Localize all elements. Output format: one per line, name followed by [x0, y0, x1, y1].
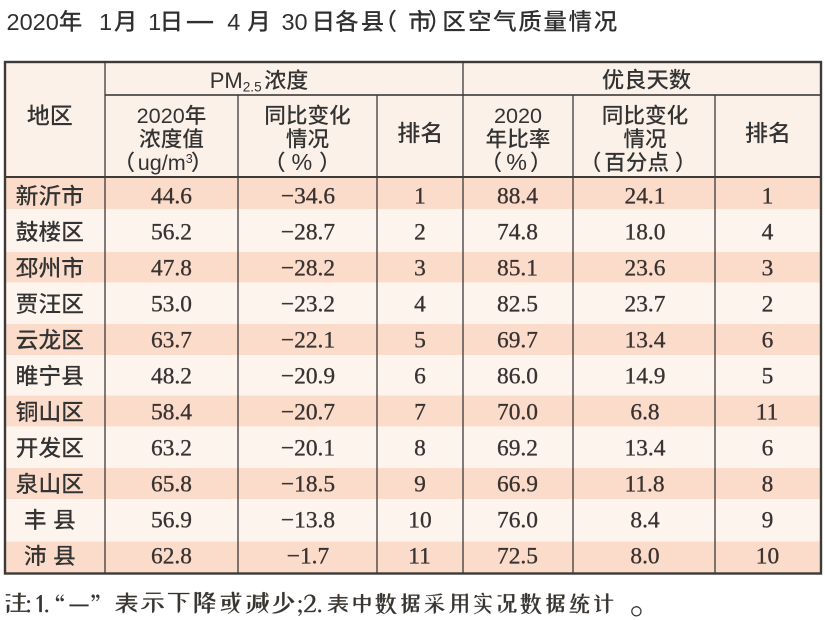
- svg-text:7: 7: [414, 399, 426, 425]
- svg-text:86.0: 86.0: [497, 363, 538, 389]
- svg-text:10: 10: [408, 507, 431, 533]
- svg-text:−18.5: −18.5: [281, 471, 335, 497]
- svg-text:63.7: 63.7: [151, 327, 192, 353]
- svg-text:2020: 2020: [137, 103, 185, 128]
- svg-text:−34.6: −34.6: [281, 183, 335, 209]
- svg-text:13.4: 13.4: [625, 435, 666, 461]
- svg-text:72.5: 72.5: [497, 543, 538, 569]
- svg-text:24.1: 24.1: [625, 183, 666, 209]
- svg-text:63.2: 63.2: [151, 435, 192, 461]
- svg-text:3: 3: [414, 255, 426, 281]
- svg-text:4: 4: [227, 9, 240, 35]
- svg-text:69.2: 69.2: [497, 435, 538, 461]
- svg-text:ug/m: ug/m: [138, 150, 186, 175]
- svg-text:−20.1: −20.1: [281, 435, 335, 461]
- svg-text:%: %: [291, 149, 312, 175]
- svg-text:76.0: 76.0: [497, 507, 538, 533]
- svg-text:14.9: 14.9: [625, 363, 666, 389]
- svg-text:3: 3: [762, 255, 774, 281]
- svg-text:9: 9: [414, 471, 426, 497]
- svg-text:62.8: 62.8: [151, 543, 192, 569]
- svg-text:−20.7: −20.7: [281, 399, 335, 425]
- svg-text:47.8: 47.8: [151, 255, 192, 281]
- svg-text:23.7: 23.7: [625, 291, 666, 317]
- svg-text:%: %: [506, 149, 527, 175]
- svg-text:82.5: 82.5: [497, 291, 538, 317]
- svg-text:8: 8: [762, 471, 774, 497]
- svg-text:56.2: 56.2: [151, 219, 192, 245]
- svg-text:−1.7: −1.7: [287, 543, 330, 569]
- svg-text:8.0: 8.0: [630, 543, 659, 569]
- svg-text:5: 5: [414, 327, 426, 353]
- svg-text:18.0: 18.0: [625, 219, 666, 245]
- svg-text:58.4: 58.4: [151, 399, 192, 425]
- svg-text:2020: 2020: [7, 9, 59, 35]
- svg-text:85.1: 85.1: [497, 255, 538, 281]
- svg-text:9: 9: [762, 507, 774, 533]
- svg-text:6: 6: [414, 363, 426, 389]
- svg-text:4: 4: [414, 291, 426, 317]
- svg-text:11.8: 11.8: [625, 471, 665, 497]
- svg-text:30: 30: [281, 9, 307, 35]
- svg-text:65.8: 65.8: [151, 471, 192, 497]
- svg-text:−28.7: −28.7: [281, 219, 335, 245]
- svg-text:74.8: 74.8: [497, 219, 538, 245]
- svg-text:8: 8: [414, 435, 426, 461]
- svg-text:−13.8: −13.8: [281, 507, 335, 533]
- svg-text:6: 6: [762, 327, 774, 353]
- svg-text:13.4: 13.4: [625, 327, 666, 353]
- svg-text:1: 1: [99, 9, 112, 35]
- svg-text:−22.1: −22.1: [281, 327, 335, 353]
- svg-text:66.9: 66.9: [497, 471, 538, 497]
- svg-text:44.6: 44.6: [151, 183, 192, 209]
- svg-text:8.4: 8.4: [630, 507, 660, 533]
- svg-text:48.2: 48.2: [151, 363, 192, 389]
- svg-text:1: 1: [762, 183, 774, 209]
- svg-text:88.4: 88.4: [497, 183, 538, 209]
- svg-text:11: 11: [756, 399, 779, 425]
- svg-text:6: 6: [762, 435, 774, 461]
- svg-text:PM: PM: [210, 68, 243, 93]
- svg-text:11: 11: [408, 543, 431, 569]
- svg-text:5: 5: [762, 363, 774, 389]
- svg-text:3: 3: [186, 152, 193, 166]
- svg-text:23.6: 23.6: [625, 255, 666, 281]
- svg-text:56.9: 56.9: [151, 507, 192, 533]
- svg-text:−28.2: −28.2: [281, 255, 335, 281]
- svg-text:53.0: 53.0: [151, 291, 192, 317]
- svg-text:6.8: 6.8: [630, 399, 659, 425]
- svg-text:1: 1: [148, 9, 161, 35]
- svg-text:10: 10: [756, 543, 779, 569]
- svg-text:−23.2: −23.2: [281, 291, 335, 317]
- svg-text:−20.9: −20.9: [281, 363, 335, 389]
- svg-text:70.0: 70.0: [497, 399, 538, 425]
- svg-text:2020: 2020: [494, 103, 542, 128]
- svg-text:4: 4: [762, 219, 774, 245]
- svg-text:69.7: 69.7: [497, 327, 538, 353]
- svg-text:2.5: 2.5: [243, 79, 262, 94]
- svg-text:1: 1: [414, 183, 426, 209]
- svg-text:2: 2: [762, 291, 774, 317]
- svg-text:2: 2: [414, 219, 426, 245]
